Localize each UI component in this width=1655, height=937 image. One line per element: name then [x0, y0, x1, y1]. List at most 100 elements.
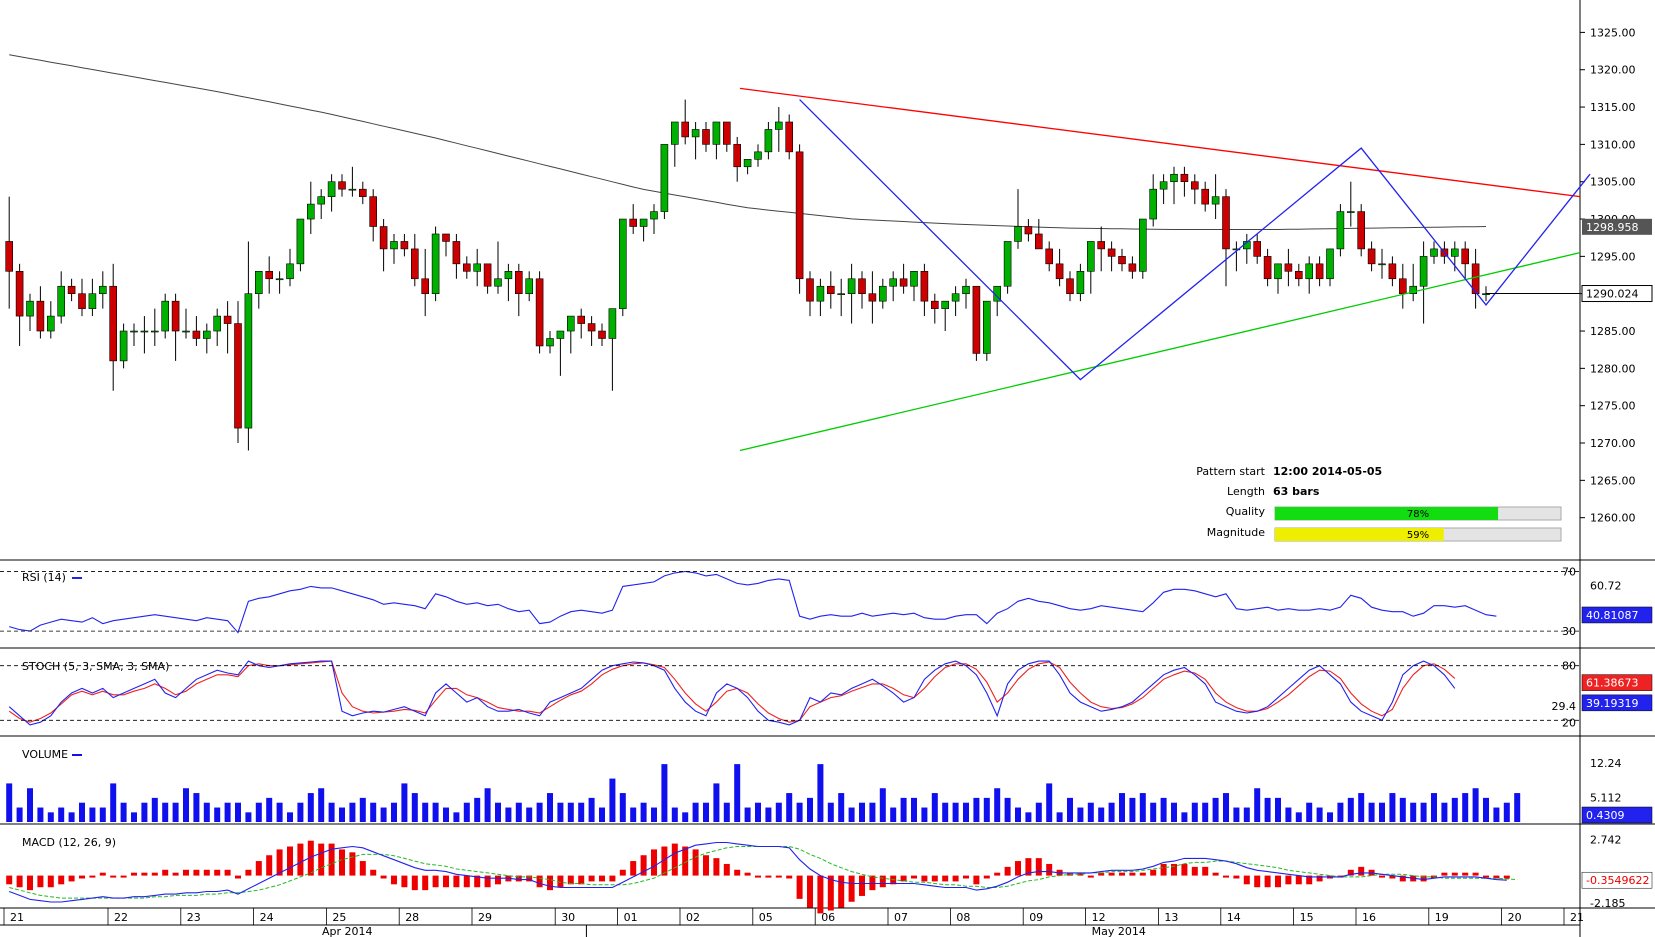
macd-hist-bar [1379, 875, 1385, 878]
day-label: 20 [1508, 911, 1522, 924]
macd-hist-bar [1087, 875, 1094, 878]
macd-hist-bar [983, 875, 990, 879]
candle-body [171, 300, 180, 332]
macd-hist-bar [1098, 872, 1105, 876]
volume-bar [1171, 802, 1177, 822]
resistance-trendline [739, 87, 1581, 198]
macd-hist-bar [131, 872, 137, 876]
volume-bar [495, 802, 501, 822]
macd-hist-bar [1181, 863, 1188, 876]
macd-hist-bar [1139, 872, 1146, 876]
volume-bar [391, 802, 397, 822]
volume-bar [1431, 793, 1437, 822]
candle-body [847, 278, 856, 294]
macd-hist-bar [16, 875, 23, 888]
macd-hist-bar [99, 872, 106, 876]
candle-body [1430, 248, 1438, 257]
stochastic-panel: 80 29.4 20 61.38673 39.19319 [0, 660, 1653, 729]
candle-body [1326, 248, 1334, 280]
candle-body [390, 241, 398, 250]
candle-body [878, 285, 887, 302]
day-label: 05 [759, 911, 773, 924]
macd-hist-bar [1233, 875, 1240, 879]
candle-body [306, 203, 315, 220]
macd-hist-bar [900, 875, 907, 882]
candle-body [722, 121, 731, 145]
macd-hist-bar [1358, 866, 1365, 876]
candle-body [151, 330, 159, 333]
moving-average-line [9, 54, 1487, 230]
volume-bar [443, 807, 449, 822]
candle-body [639, 218, 648, 227]
macd-hist-bar [47, 875, 54, 888]
volume-bar [1368, 802, 1375, 822]
macd-hist-bar [380, 875, 387, 879]
macd-hist-bar [307, 840, 314, 876]
macd-line [9, 841, 1507, 903]
macd-hist-bar [588, 875, 595, 882]
candle-body [203, 330, 211, 339]
volume-bar [1254, 788, 1261, 822]
volume-bar [89, 807, 96, 822]
volume-bar [879, 788, 886, 822]
macd-hist-bar [682, 846, 689, 876]
volume-bar [1389, 793, 1396, 822]
stoch-level-80: 80 [1562, 660, 1576, 673]
day-label: 19 [1435, 911, 1449, 924]
candle-body [712, 121, 721, 145]
zigzag-pattern-line [799, 99, 1591, 381]
macd-hist-bar [1399, 875, 1406, 882]
volume-bar [1358, 793, 1365, 822]
volume-bar [994, 788, 1001, 822]
volume-axis-label: 12.24 [1590, 757, 1622, 770]
volume-bar [1202, 802, 1209, 822]
candle-body [452, 241, 461, 265]
candle-body [556, 330, 565, 339]
macd-hist-bar [110, 875, 117, 878]
volume-bar [110, 783, 117, 822]
macd-current-value: -0.3549622 [1586, 874, 1649, 887]
macd-hist-bar [1503, 875, 1510, 879]
volume-bar [609, 778, 616, 822]
volume-bar [1098, 807, 1105, 822]
candle-body [1357, 211, 1365, 250]
volume-bar [703, 802, 709, 822]
macd-hist-bar [474, 875, 481, 888]
macd-hist-bar [484, 875, 491, 888]
macd-hist-bar [162, 869, 169, 876]
magnitude-value: 59% [1407, 530, 1429, 541]
magnitude-label: Magnitude [1207, 526, 1266, 539]
candle-body [1149, 188, 1157, 220]
day-label: 01 [624, 911, 638, 924]
volume-bar [1212, 797, 1219, 822]
candle-body [774, 121, 783, 130]
pattern-info: Pattern start 12:00 2014-05-05 Length 63… [1196, 465, 1562, 542]
rsi-level-30: 30 [1562, 625, 1576, 638]
volume-bar [1483, 797, 1489, 822]
candle-body [1274, 263, 1282, 280]
macd-hist-bar [453, 875, 460, 888]
volume-bar [1160, 797, 1167, 822]
candle-body [858, 278, 866, 294]
macd-hist-bar [1483, 875, 1489, 878]
macd-current-value-box [1581, 871, 1653, 889]
macd-hist-bar [1025, 858, 1032, 876]
volume-bar [1139, 793, 1146, 822]
volume-bar [141, 802, 148, 822]
day-label: 13 [1164, 911, 1178, 924]
macd-hist-bar [172, 872, 179, 876]
volume-bar [588, 797, 595, 822]
volume-bar [411, 793, 418, 822]
day-label: 30 [561, 911, 575, 924]
macd-hist-bar [1035, 858, 1042, 876]
macd-hist-bar [703, 855, 709, 876]
macd-hist-bar [463, 875, 470, 888]
macd-hist-bar [443, 875, 449, 888]
macd-hist-bar [994, 872, 1001, 876]
macd-hist-bar [963, 875, 969, 879]
candle-body [546, 338, 554, 347]
volume-bar [1035, 802, 1042, 822]
macd-hist-bar [692, 849, 699, 876]
volume-bar [1347, 797, 1354, 822]
macd-hist-bar [120, 875, 127, 878]
